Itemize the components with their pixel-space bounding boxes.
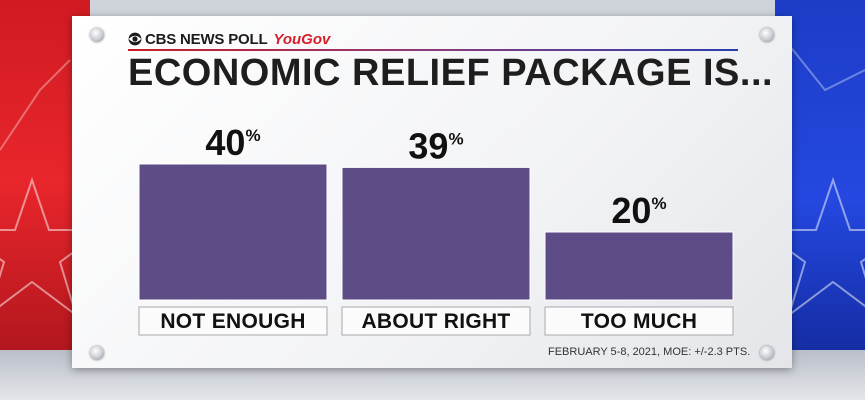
data-label-0: 40% xyxy=(205,122,260,163)
category-label-1: ABOUT RIGHT xyxy=(361,310,510,333)
bar-2 xyxy=(545,232,733,300)
category-label-2: TOO MUCH xyxy=(581,310,697,333)
data-label-1: 39% xyxy=(408,125,463,166)
bar-chart: NOT ENOUGH 40% ABOUT RIGHT 39% TOO MUCH 20% xyxy=(72,16,792,368)
bar-0 xyxy=(139,164,327,300)
bar-1 xyxy=(342,167,530,300)
poll-source-note: FEBRUARY 5-8, 2021, MOE: +/-2.3 PTS. xyxy=(548,346,750,358)
data-label-2: 20% xyxy=(611,190,666,231)
poll-board: CBS NEWS POLL YouGov ECONOMIC RELIEF PAC… xyxy=(72,16,792,368)
category-label-0: NOT ENOUGH xyxy=(160,310,305,333)
